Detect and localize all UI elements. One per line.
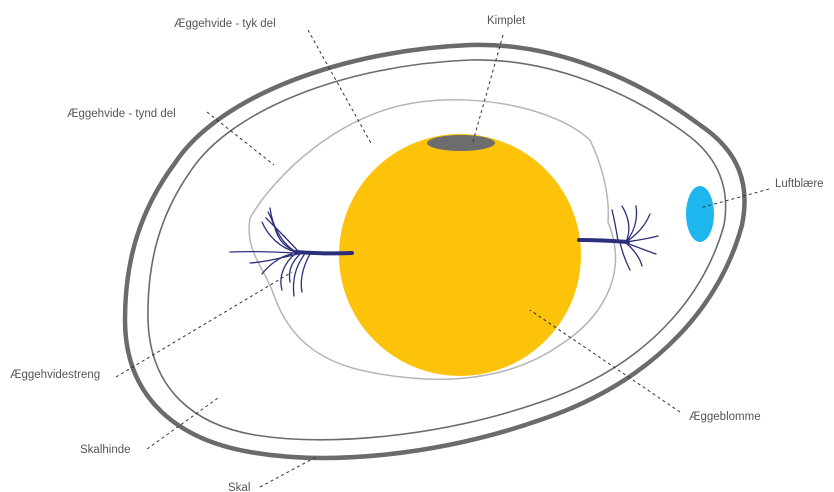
shell-membrane [147, 59, 727, 441]
label-aeggehvide-tynd: Æggehvide - tynd del [67, 108, 176, 120]
label-skal: Skal [228, 482, 250, 492]
leader-aeggehvide-tyk [307, 29, 373, 146]
leader-aeggeblomme [529, 309, 681, 413]
label-skalhinde: Skalhinde [80, 444, 131, 456]
leader-skal [259, 455, 319, 488]
leader-skalhinde [146, 397, 219, 450]
label-aeggeblomme: Æggeblomme [689, 411, 761, 423]
label-luftblaere: Luftblære [775, 178, 824, 190]
leader-aeggehvidestreng [115, 271, 293, 378]
germinal-disc [427, 135, 495, 151]
right-chalaza [577, 205, 659, 271]
yolk [339, 134, 581, 376]
air-cell [686, 186, 714, 242]
egg-shell [122, 42, 747, 461]
label-aeggehvidestreng: Æggehvidestreng [10, 369, 100, 381]
leader-aeggehvide-tynd [206, 111, 275, 166]
leader-kimplet [471, 34, 504, 146]
label-kimplet: Kimplet [487, 15, 526, 27]
thick-albumen-boundary [248, 99, 617, 381]
left-chalaza [229, 207, 354, 297]
label-aeggehvide-tyk: Æggehvide - tyk del [174, 18, 276, 30]
